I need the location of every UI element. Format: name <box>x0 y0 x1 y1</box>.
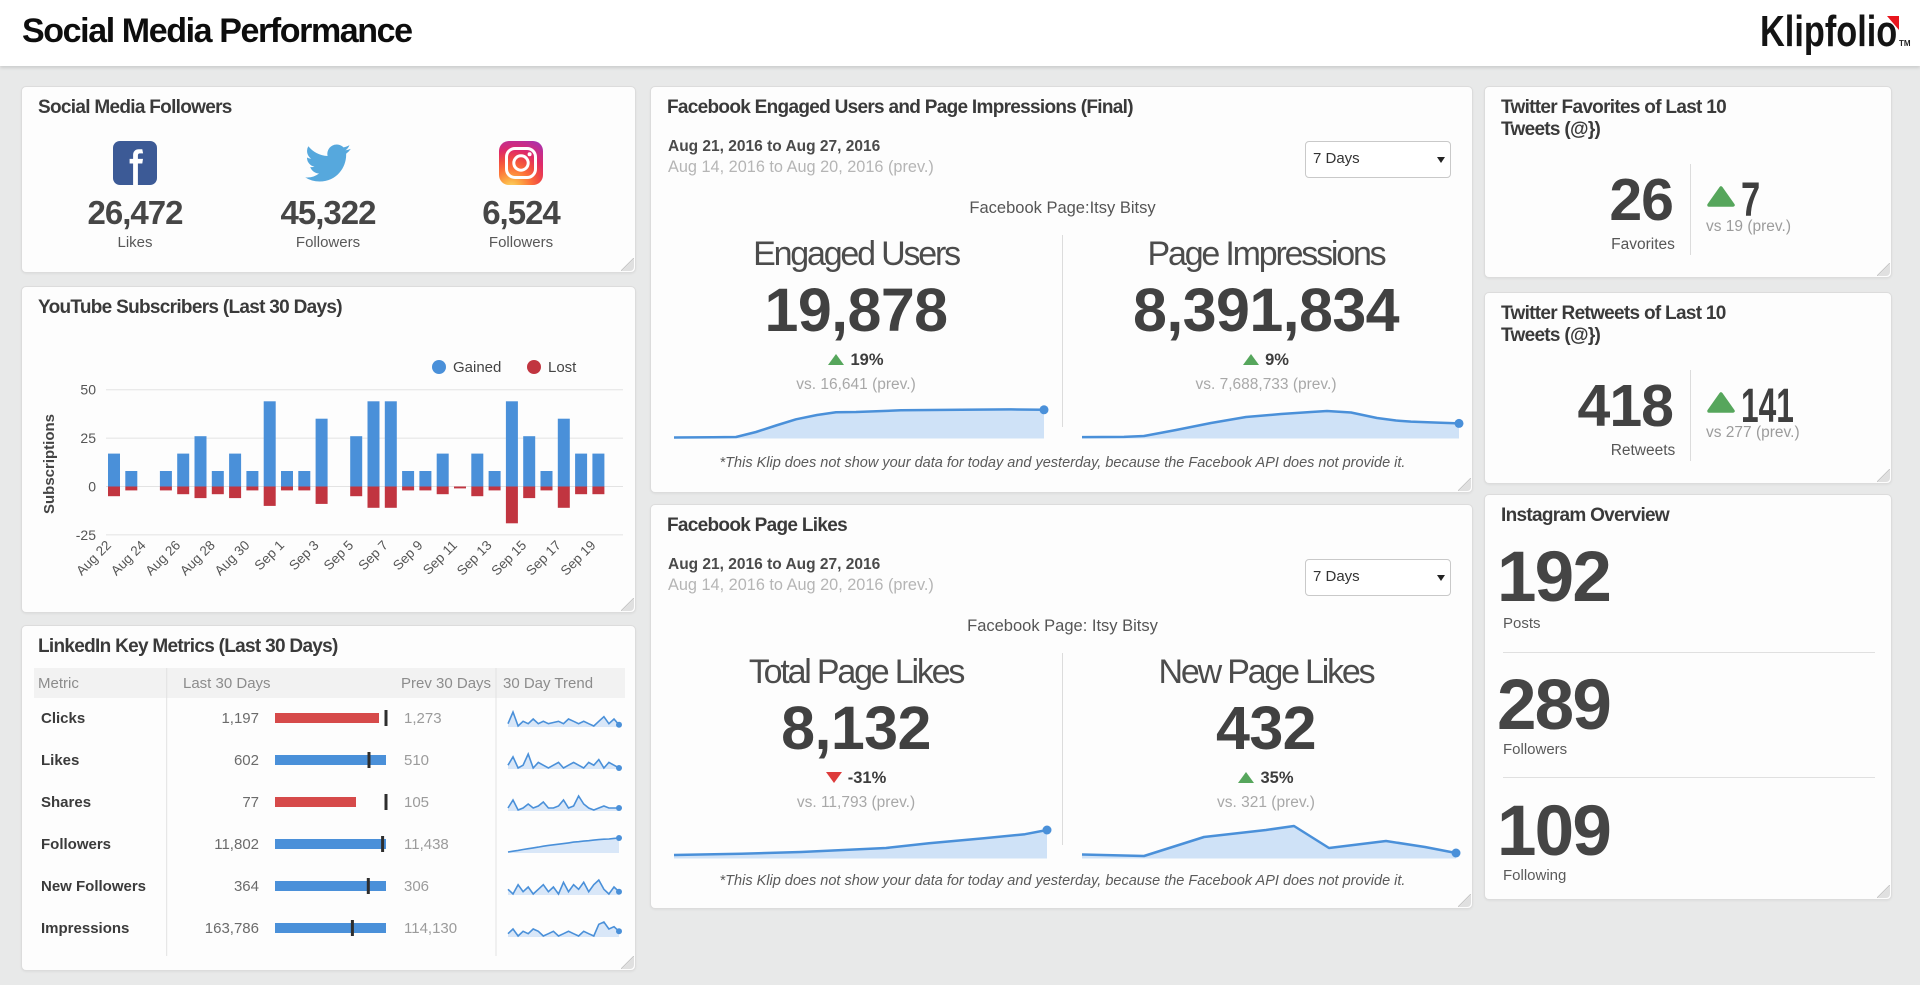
svg-text:50: 50 <box>80 382 96 398</box>
svg-text:364: 364 <box>234 878 259 895</box>
svg-text:Sep 17: Sep 17 <box>523 538 564 579</box>
svg-text:Clicks: Clicks <box>41 710 85 727</box>
svg-text:New Followers: New Followers <box>41 878 146 895</box>
svg-text:30 Day Trend: 30 Day Trend <box>503 675 593 692</box>
svg-text:Impressions: Impressions <box>41 920 129 937</box>
svg-text:Sep 13: Sep 13 <box>454 538 495 579</box>
svg-text:Sep 11: Sep 11 <box>420 538 460 578</box>
svg-text:Sep 19: Sep 19 <box>558 538 599 579</box>
svg-text:Prev 30 Days: Prev 30 Days <box>401 675 491 692</box>
svg-text:Shares: Shares <box>41 794 91 811</box>
svg-text:163,786: 163,786 <box>205 920 259 937</box>
svg-text:Aug 22: Aug 22 <box>73 538 114 579</box>
svg-text:Sep 15: Sep 15 <box>488 538 529 579</box>
svg-text:Aug 26: Aug 26 <box>142 538 183 579</box>
svg-text:11,802: 11,802 <box>214 836 259 853</box>
svg-text:1,197: 1,197 <box>221 710 259 727</box>
svg-text:Lost: Lost <box>548 359 577 376</box>
svg-text:1,273: 1,273 <box>404 710 442 727</box>
svg-text:Gained: Gained <box>453 359 501 376</box>
svg-text:11,438: 11,438 <box>404 836 449 853</box>
svg-text:Sep 5: Sep 5 <box>321 538 357 574</box>
svg-text:Aug 28: Aug 28 <box>177 538 218 579</box>
svg-text:510: 510 <box>404 752 429 769</box>
svg-text:-25: -25 <box>76 527 96 543</box>
svg-text:Sep 1: Sep 1 <box>252 538 288 574</box>
svg-text:25: 25 <box>80 430 96 446</box>
svg-text:0: 0 <box>88 479 96 495</box>
svg-text:Followers: Followers <box>41 836 111 853</box>
svg-text:306: 306 <box>404 878 429 895</box>
svg-text:Last 30 Days: Last 30 Days <box>183 675 271 692</box>
svg-text:Metric: Metric <box>38 675 79 692</box>
svg-text:Aug 30: Aug 30 <box>212 538 253 579</box>
svg-text:Sep 3: Sep 3 <box>286 538 322 574</box>
svg-text:105: 105 <box>404 794 429 811</box>
svg-text:77: 77 <box>242 794 259 811</box>
svg-text:Sep 7: Sep 7 <box>355 538 391 574</box>
svg-text:Aug 24: Aug 24 <box>108 537 149 578</box>
svg-text:114,130: 114,130 <box>404 920 457 937</box>
svg-text:602: 602 <box>234 752 259 769</box>
svg-text:Likes: Likes <box>41 752 79 769</box>
